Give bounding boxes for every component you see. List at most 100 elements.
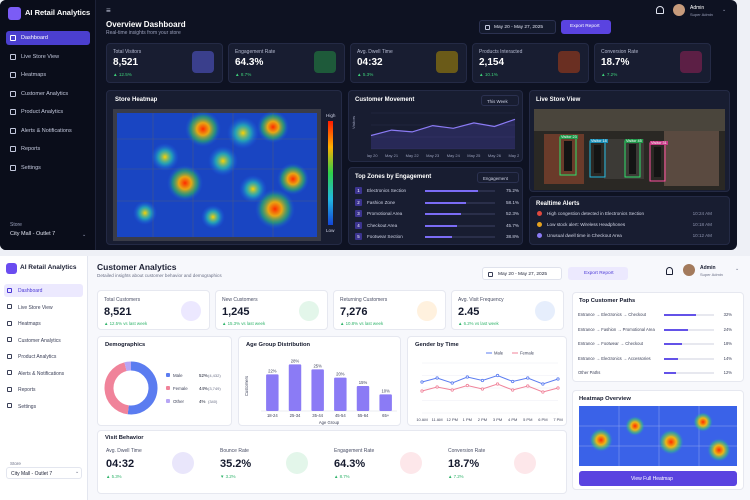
zones-filter-dropdown[interactable]: Engagement [477,172,519,183]
target-icon [680,51,702,73]
sidebar-item-label: Customer Analytics [18,337,61,344]
date-range-picker[interactable]: May 20 - May 27, 2025 [479,20,556,34]
kpi-label: Total Visitors [113,49,142,55]
series-point [495,382,500,386]
kpi-label: Total Customers [104,297,141,303]
view-full-heatmap-label: View Full Heatmap [631,475,673,482]
avatar[interactable] [673,4,685,16]
x-tick-label: 5 PM [523,417,532,422]
avatar[interactable] [683,264,695,276]
sidebar-item-label: Live Store View [18,304,53,311]
export-report-button[interactable]: Export Report [561,20,611,34]
chevron-down-icon[interactable]: ⌄ [735,266,740,272]
zone-row[interactable]: 5 Footwear Section 38.8% [355,232,521,242]
legend-swatch [166,386,170,390]
sidebar-item[interactable]: Dashboard [4,284,83,297]
series-point [450,381,454,385]
store-selector[interactable]: City Mall - Outlet 7 [10,231,56,237]
heatmap-overview[interactable] [579,406,737,466]
legend-percent: 44% [199,385,208,391]
store-label: Store [10,222,22,228]
sidebar-item[interactable]: Reports [4,383,83,396]
sidebar-item[interactable]: Reports [6,142,90,156]
demographics-card: Demographics Male 52% (4,432) Female 44% (3,7… [97,336,232,426]
sidebar-item[interactable]: Live Store View [4,301,83,314]
sidebar-item[interactable]: Product Analytics [6,105,90,119]
legend-label: Male [173,372,183,378]
nav-icon [10,35,16,41]
sidebar-item[interactable]: Dashboard [6,31,90,45]
sidebar-item-label: Live Store View [21,53,60,60]
age-bar[interactable] [311,369,324,411]
view-full-heatmap-button[interactable]: View Full Heatmap [579,471,737,486]
visit-behavior-title: Visit Behavior [105,435,144,441]
kpi-card: Conversion Rate 18.7% ▲ 7.2% [594,43,711,83]
nav-icon [7,403,12,408]
live-camera-feed[interactable] [534,109,725,190]
kpi-delta: ▲ 10.1% [479,72,498,77]
sidebar-item[interactable]: Live Store View [6,50,90,64]
menu-icon[interactable]: ≡ [106,6,111,15]
path-row[interactable]: Other Paths 12% [578,368,732,378]
store-selector[interactable]: City Mall - Outlet 7 ⌄ [6,467,82,479]
legend-count: (4,432) [208,372,221,378]
x-tick-label: 11 AM [432,417,443,422]
brand-name: AI Retail Analytics [20,264,77,271]
sidebar-item[interactable]: Settings [6,161,90,175]
export-report-button[interactable]: Export Report [568,267,628,280]
alert-row[interactable]: Unusual dwell time in Checkout Area 10:12… [536,231,714,241]
bell-icon[interactable] [666,267,673,275]
age-bar[interactable] [379,394,392,411]
sidebar-item[interactable]: Settings [4,400,83,413]
store-heatmap[interactable] [113,109,321,241]
customer-movement-title: Customer Movement [355,97,415,103]
age-bar[interactable] [356,386,370,411]
x-tick-label: May 23 [426,153,440,158]
movement-area [371,119,515,149]
date-range-picker[interactable]: May 20 - May 27, 2025 [482,267,562,280]
gender-by-time-chart: Male Female 10 AM 11 AM 12 PM 1 PM 2 PM 3 PM 4 P… [416,351,562,423]
kpi-value: 8,521 [113,57,139,68]
age-group-chart: 22% 18-24 28% 25-34 25% 35-44 20% 45-54 15% 55-64… [244,358,397,425]
zone-row[interactable]: 3 Promotional Area 52.3% [355,209,521,219]
zone-row[interactable]: 4 Checkout Area 45.7% [355,221,521,231]
sidebar-item-label: Customer Analytics [21,90,69,97]
chevron-down-icon[interactable]: ⌄ [722,7,727,13]
nav-icon [7,287,12,293]
series-point [420,380,424,384]
top-customer-paths-card: Top Customer Paths [572,292,744,382]
store-selector-value: City Mall - Outlet 7 [11,471,53,477]
sidebar-item[interactable]: Customer Analytics [6,87,90,101]
path-name: Other Paths [578,370,601,375]
path-row[interactable]: Entrance → Footwear → Checkout 18% [578,339,732,349]
bell-icon[interactable] [656,6,664,14]
age-bar[interactable] [266,374,279,411]
path-row[interactable]: Entrance → Fashion → Promotional Area 24% [578,325,732,335]
x-tick-label: 45-54 [335,413,346,418]
path-row[interactable]: Entrance → Electronics → Checkout 32% [578,310,732,320]
sidebar-item[interactable]: Product Analytics [4,350,83,363]
kpi-delta: ▲ 15.3% vs last week [222,321,266,326]
age-bar[interactable] [334,377,347,411]
age-group-title: Age Group Distribution [246,342,311,348]
x-tick-label: 55-64 [358,413,369,418]
sidebar-item[interactable]: Heatmaps [6,68,90,82]
kpi-card: Engagement Rate 64.3% ▲ 8.7% [228,43,345,83]
visitor-tag: Visitor 31 [650,141,668,145]
zone-row[interactable]: 2 Fashion Zone 58.1% [355,198,521,208]
zone-row[interactable]: 1 Electronics Section 75.2% [355,186,521,196]
kpi-card: Avg. Visit Frequency 2.45 ▲ 6.2% vs last w… [451,290,564,330]
chevron-down-icon: ⌄ [82,232,87,238]
cart-icon [558,51,580,73]
age-bar[interactable] [288,364,302,411]
sidebar-item[interactable]: Customer Analytics [4,334,83,347]
sidebar-item[interactable]: Alerts & Notifications [4,367,83,380]
calendar-icon [485,25,490,30]
sidebar-item[interactable]: Alerts & Notifications [6,124,90,138]
alert-row[interactable]: High congestion detected in Electronics … [536,209,714,219]
series-point [511,388,515,392]
sidebar-item[interactable]: Heatmaps [4,317,83,330]
path-row[interactable]: Entrance → Electronics → Accessories 14% [578,354,732,364]
alert-row[interactable]: Low stock alert: Wireless Headphones 10:1… [536,220,714,230]
period-dropdown[interactable]: This Week [481,95,519,106]
